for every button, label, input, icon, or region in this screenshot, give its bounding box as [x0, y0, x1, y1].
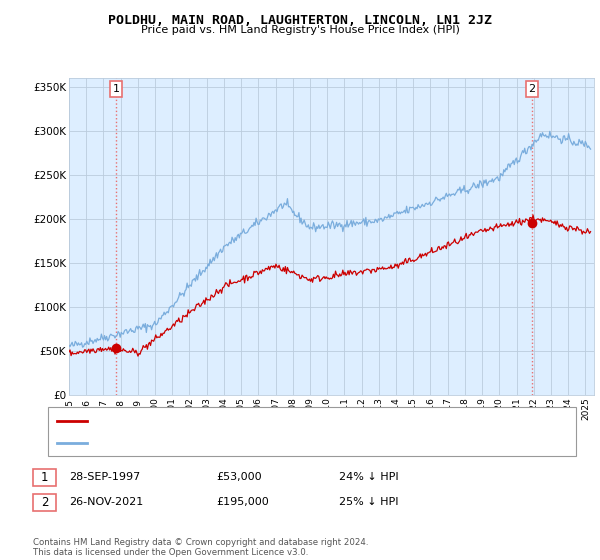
Text: 2: 2 [529, 84, 536, 94]
Text: £53,000: £53,000 [216, 472, 262, 482]
Text: 2: 2 [41, 496, 48, 509]
Text: £195,000: £195,000 [216, 497, 269, 507]
Text: 1: 1 [113, 84, 119, 94]
Text: 28-SEP-1997: 28-SEP-1997 [69, 472, 140, 482]
Text: 25% ↓ HPI: 25% ↓ HPI [339, 497, 398, 507]
Text: 24% ↓ HPI: 24% ↓ HPI [339, 472, 398, 482]
Text: 26-NOV-2021: 26-NOV-2021 [69, 497, 143, 507]
Text: POLDHU, MAIN ROAD, LAUGHTERTON, LINCOLN, LN1 2JZ: POLDHU, MAIN ROAD, LAUGHTERTON, LINCOLN,… [108, 14, 492, 27]
Text: HPI: Average price, detached house, West Lindsey: HPI: Average price, detached house, West… [91, 437, 337, 447]
Text: 1: 1 [41, 470, 48, 484]
Text: Contains HM Land Registry data © Crown copyright and database right 2024.
This d: Contains HM Land Registry data © Crown c… [33, 538, 368, 557]
Text: Price paid vs. HM Land Registry's House Price Index (HPI): Price paid vs. HM Land Registry's House … [140, 25, 460, 35]
Text: POLDHU, MAIN ROAD, LAUGHTERTON, LINCOLN, LN1 2JZ (detached house): POLDHU, MAIN ROAD, LAUGHTERTON, LINCOLN,… [91, 416, 458, 426]
